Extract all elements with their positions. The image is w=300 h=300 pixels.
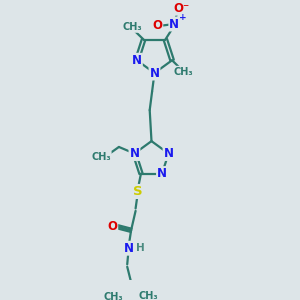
Text: N: N (130, 147, 140, 160)
Text: CH₃: CH₃ (103, 292, 123, 300)
Text: CH₃: CH₃ (174, 67, 193, 76)
Text: CH₃: CH₃ (138, 291, 158, 300)
Text: H: H (136, 243, 145, 253)
Text: N: N (164, 147, 173, 160)
Text: O: O (107, 220, 117, 233)
Text: N: N (169, 17, 179, 31)
Text: CH₃: CH₃ (122, 22, 142, 32)
Text: S: S (133, 185, 143, 198)
Text: +: + (179, 13, 187, 22)
Text: N: N (132, 54, 142, 67)
Text: N: N (124, 242, 134, 255)
Text: O: O (152, 19, 162, 32)
Text: N: N (157, 167, 167, 180)
Text: CH₃: CH₃ (91, 152, 111, 161)
Text: N: N (149, 67, 160, 80)
Text: O⁻: O⁻ (173, 2, 190, 15)
